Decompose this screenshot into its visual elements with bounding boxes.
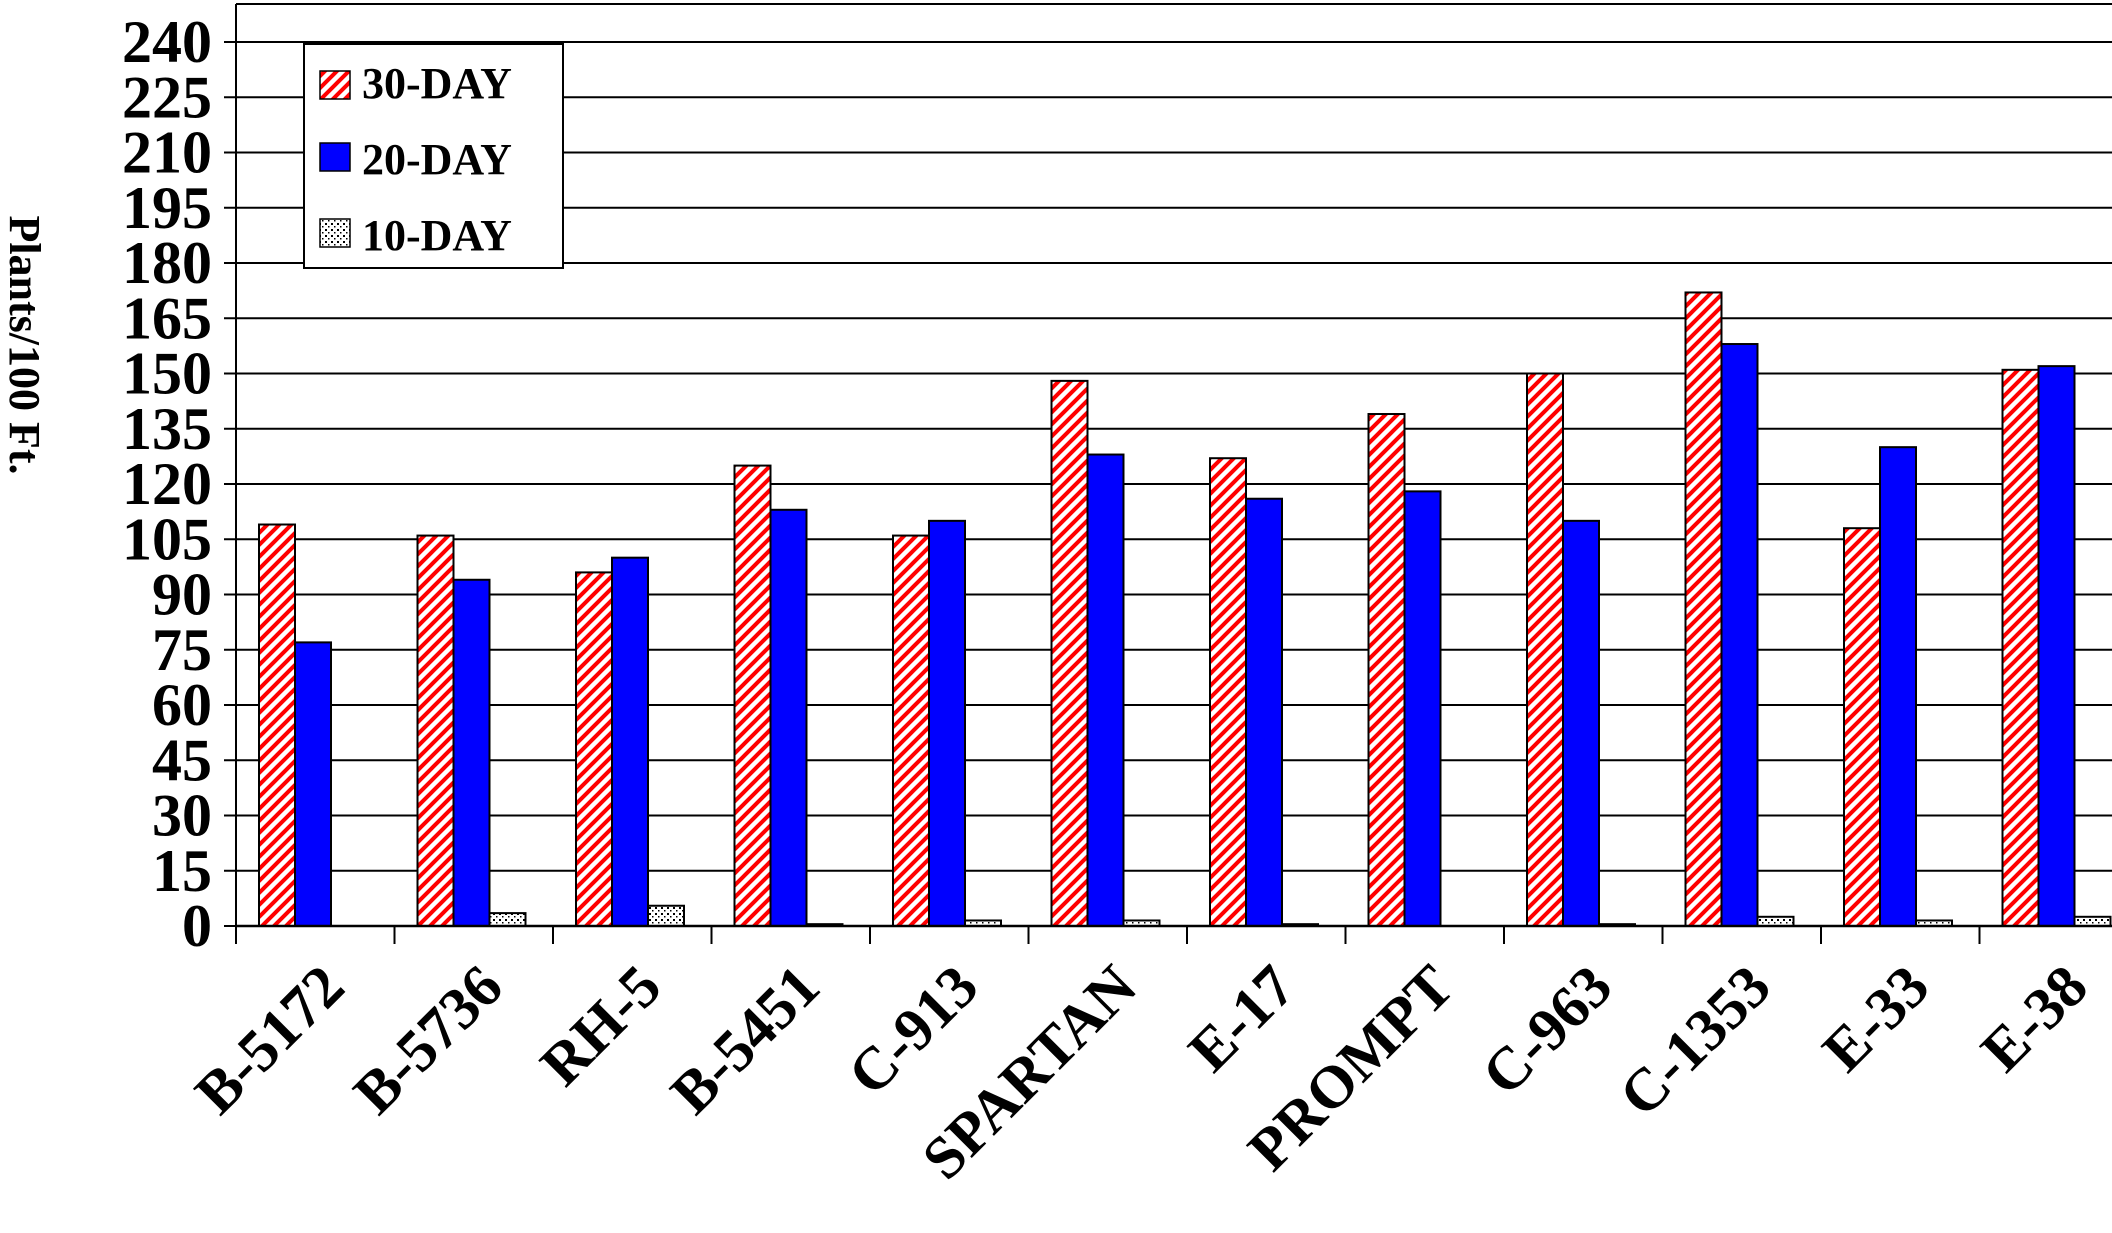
- y-tick-label: 195: [122, 175, 212, 241]
- y-tick-label: 135: [122, 396, 212, 462]
- y-axis-tick-labels: 0153045607590105120135150165180195210225…: [122, 9, 212, 959]
- y-tick-label: 45: [152, 727, 212, 793]
- bar-20-day: [1720, 343, 1759, 927]
- bar-20-day: [452, 578, 491, 927]
- bar-20-day: [1403, 490, 1442, 927]
- bar-20-day: [769, 508, 808, 927]
- y-tick-label: 240: [122, 9, 212, 75]
- y-tick-label: 180: [122, 230, 212, 296]
- bar-30-day: [1684, 291, 1723, 927]
- x-category-label: E-38: [1968, 953, 2100, 1085]
- legend-swatch-10-day: [319, 218, 351, 248]
- x-category-label: E-17: [1176, 953, 1308, 1085]
- y-tick-label: 210: [122, 120, 212, 186]
- x-category-label: C-963: [1469, 953, 1624, 1108]
- bar-30-day: [1367, 413, 1406, 927]
- bar-20-day: [928, 519, 966, 927]
- bar-20-day: [1086, 453, 1125, 927]
- bar-30-day: [575, 571, 613, 928]
- x-category-label: C-1353: [1607, 953, 1783, 1129]
- y-tick-label: 60: [152, 672, 212, 738]
- x-category-label: B-5172: [182, 953, 356, 1127]
- x-category-label: RH-5: [528, 953, 674, 1099]
- x-category-label: B-5736: [341, 953, 515, 1127]
- bar-20-day: [1879, 446, 1917, 927]
- y-tick-label: 75: [152, 617, 212, 683]
- y-tick-label: 0: [182, 893, 212, 959]
- y-tick-label: 15: [152, 838, 212, 904]
- bar-30-day: [416, 534, 455, 927]
- y-tick-label: 90: [152, 562, 212, 628]
- bar-10-day: [2073, 915, 2112, 928]
- legend-swatch-20-day: [319, 142, 351, 172]
- bar-30-day: [733, 464, 772, 927]
- legend: 30-DAY 20-DAY 10-DAY: [303, 43, 564, 269]
- bar-20-day: [2037, 365, 2076, 927]
- axes: [224, 3, 2112, 944]
- y-tick-label: 30: [152, 783, 212, 849]
- bar-10-day: [1756, 915, 1795, 928]
- bar-10-day: [488, 912, 527, 928]
- y-tick-label: 225: [122, 64, 212, 130]
- bar-20-day: [294, 641, 332, 928]
- bar-30-day: [892, 534, 930, 927]
- bar-30-day: [2001, 368, 2040, 928]
- bar-30-day: [258, 523, 296, 927]
- bar-10-day: [647, 904, 685, 927]
- bars: [258, 291, 2112, 928]
- y-tick-label: 105: [122, 506, 212, 572]
- y-tick-label: 150: [122, 341, 212, 407]
- bar-30-day: [1843, 527, 1881, 927]
- bar-20-day: [1245, 497, 1283, 927]
- bar-20-day: [611, 556, 649, 928]
- x-category-label: C-913: [835, 953, 990, 1108]
- legend-label-20-day: 20-DAY: [362, 135, 512, 184]
- bar-30-day: [1209, 457, 1247, 927]
- y-tick-label: 120: [122, 451, 212, 517]
- x-category-label: B-5451: [658, 953, 832, 1127]
- legend-label-30-day: 30-DAY: [362, 59, 512, 108]
- y-tick-label: 165: [122, 285, 212, 351]
- y-axis-title: Plants/100 Ft.: [0, 215, 49, 474]
- legend-swatch-30-day: [319, 70, 351, 100]
- bar-30-day: [1526, 372, 1564, 927]
- x-category-label: E-33: [1810, 953, 1942, 1085]
- bar-20-day: [1562, 519, 1600, 927]
- bar-30-day: [1050, 379, 1089, 928]
- legend-label-10-day: 10-DAY: [362, 211, 512, 260]
